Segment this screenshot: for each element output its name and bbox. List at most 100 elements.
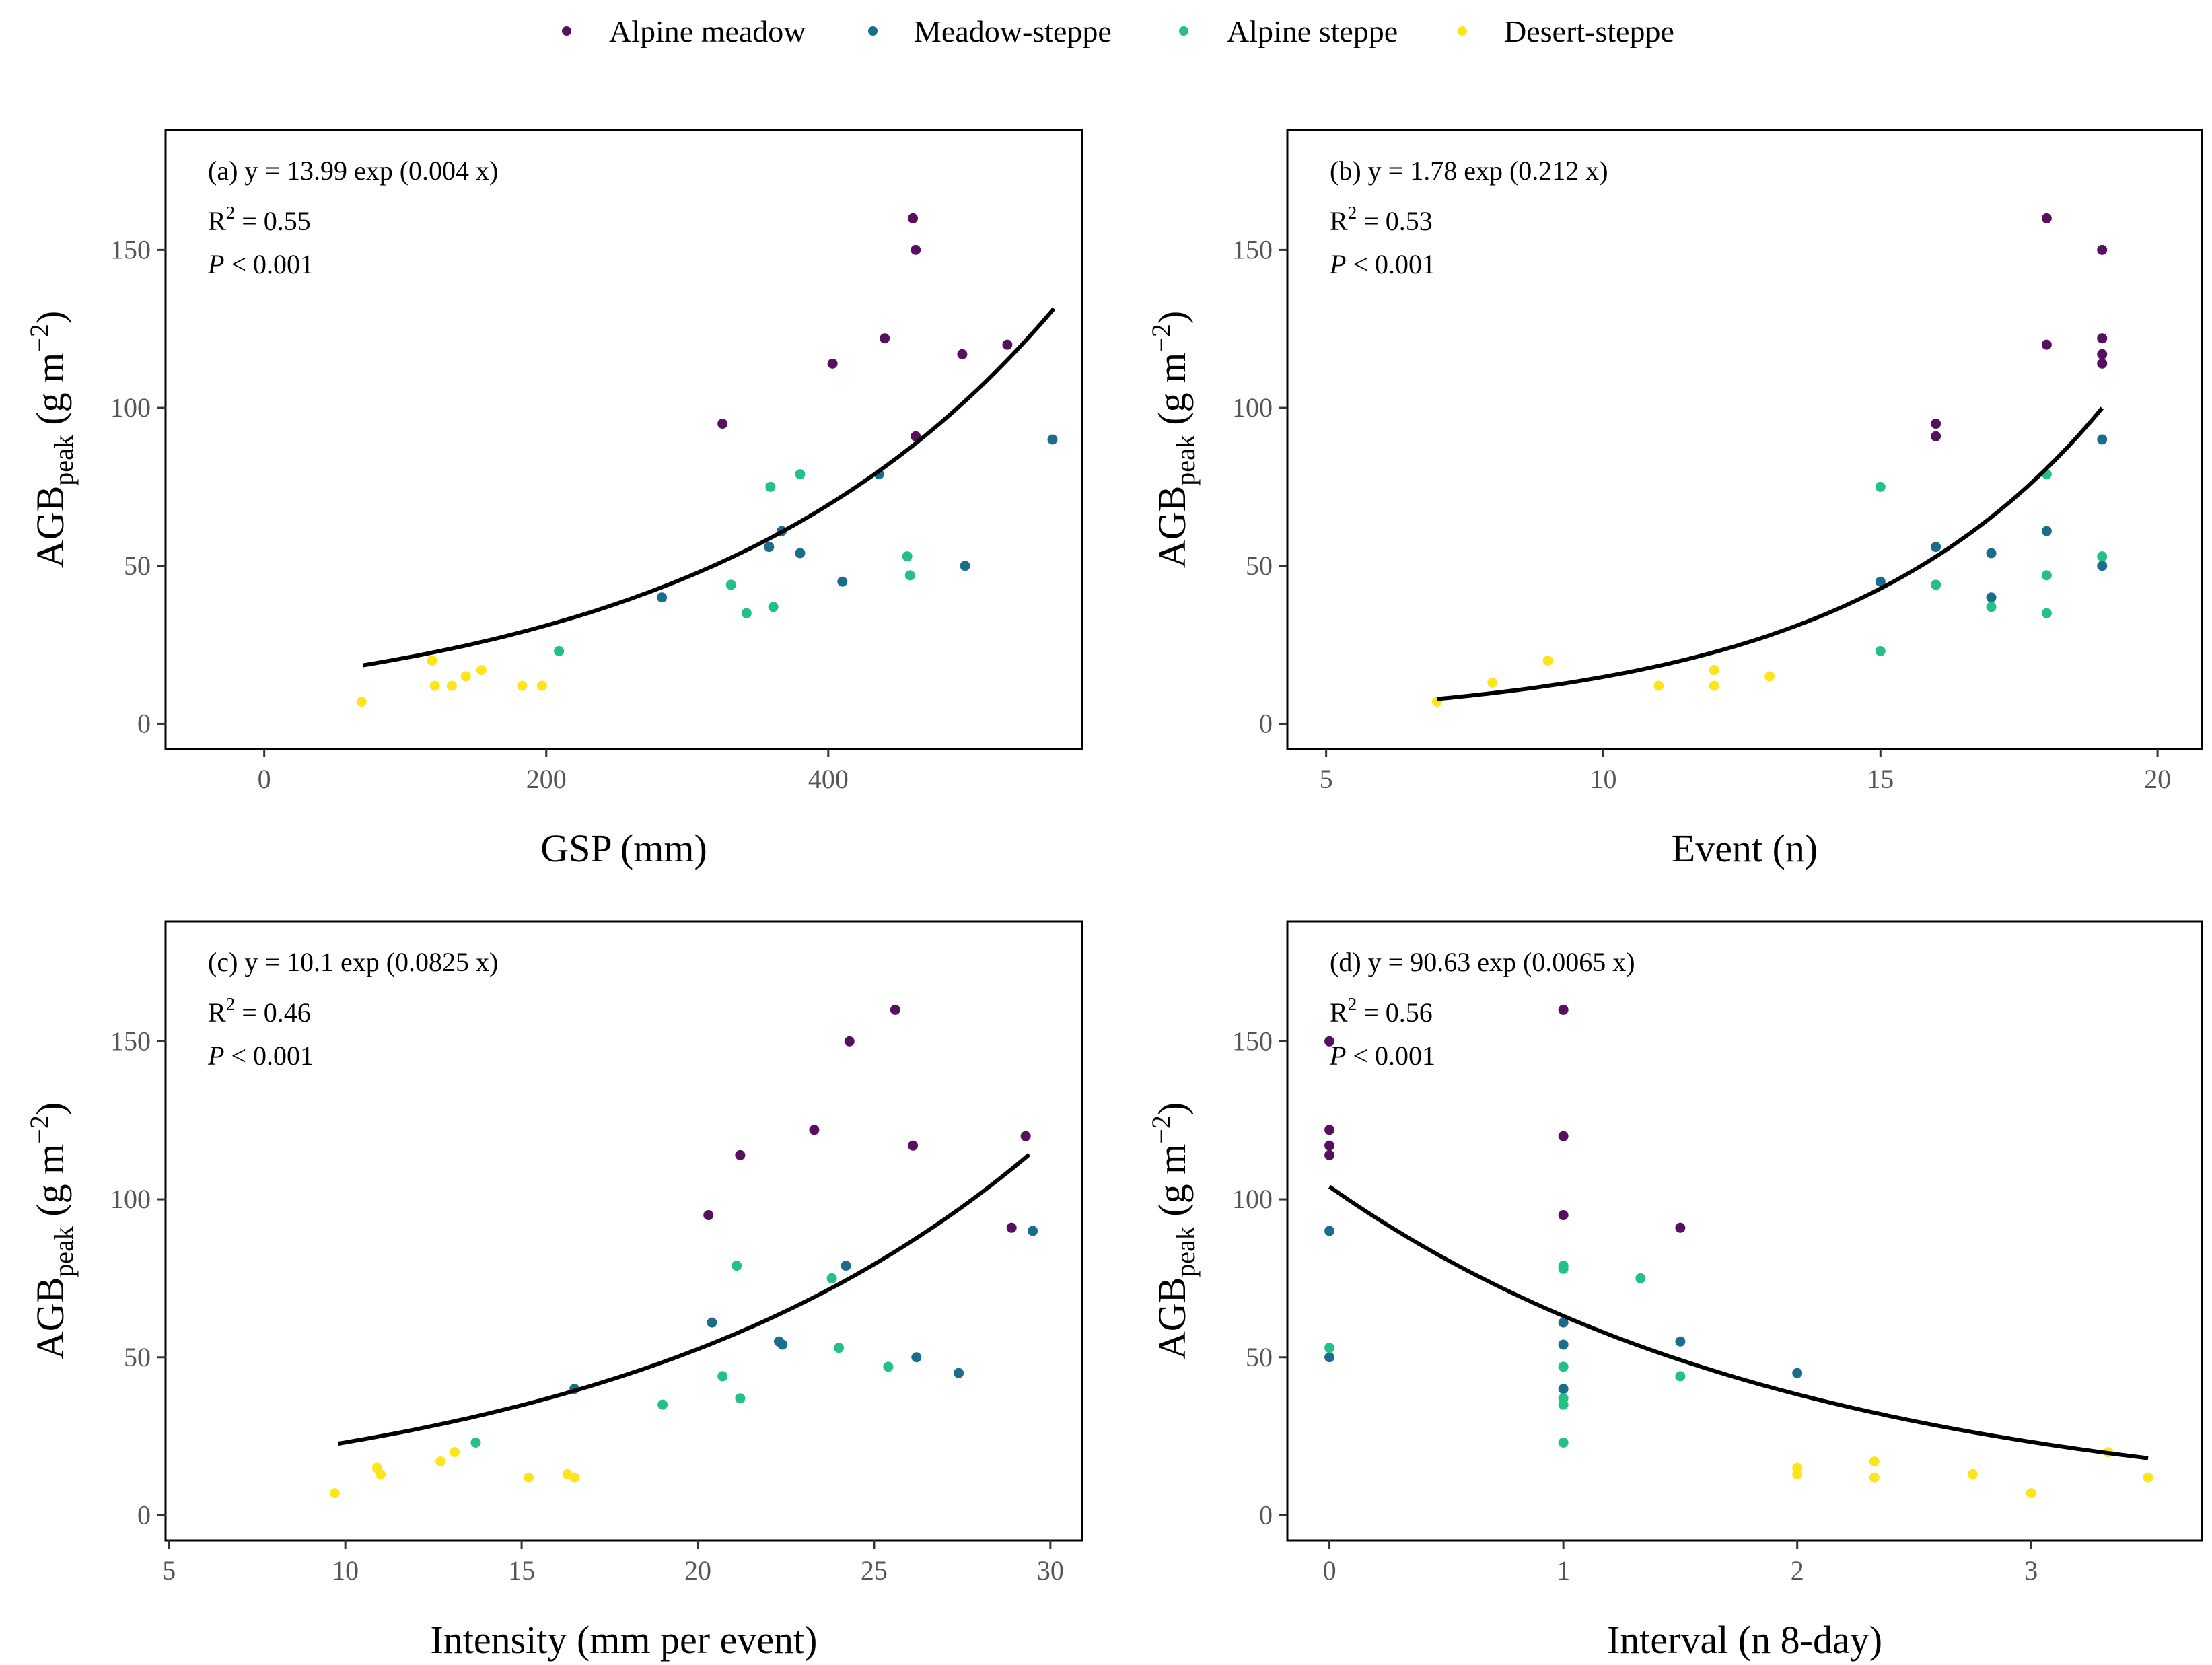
y-axis-title-main: AGB [1150,486,1194,568]
x-tick-label: 30 [1037,1555,1064,1586]
point-meadow-steppe [657,592,668,603]
y-axis-title-sub: peak [48,1226,79,1277]
x-tick-label: 5 [162,1555,176,1586]
point-alpine-steppe [795,469,806,480]
point-alpine-steppe [735,1393,746,1404]
y-tick-label: 50 [1246,551,1273,581]
point-desert-steppe [1764,671,1775,682]
point-alpine-meadow [1675,1222,1686,1233]
point-alpine-meadow [703,1210,714,1221]
p-value: < 0.001 [224,249,314,279]
p-value: < 0.001 [1346,249,1435,279]
equation-label: (a) y = 13.99 exp (0.004 x) [208,155,498,186]
point-alpine-steppe [904,570,915,581]
equation-label: (b) y = 1.78 exp (0.212 x) [1330,155,1608,186]
y-axis-title-sub: peak [1170,435,1201,486]
r-squared-value: = 0.53 [1357,206,1433,236]
y-axis-title: AGBpeak (g m−2) [24,311,79,568]
point-desert-steppe [1709,680,1719,691]
x-tick-label: 0 [258,764,271,794]
point-alpine-meadow [908,1140,919,1151]
point-desert-steppe [1542,656,1553,666]
point-alpine-steppe [1324,1343,1335,1353]
r-squared-superscript: 2 [1348,994,1357,1014]
y-axis-title-sup: −2 [1146,1115,1176,1144]
y-axis-title-close: ) [1150,311,1194,324]
point-desert-steppe [1487,677,1498,688]
x-tick-label: 5 [1320,764,1333,794]
legend-marker-desert-steppe [1458,26,1467,36]
x-tick-label: 200 [526,764,567,794]
y-tick-label: 150 [110,234,151,264]
point-meadow-steppe [1028,1226,1038,1236]
point-desert-steppe [329,1488,340,1499]
y-axis-title-sup: −2 [24,1115,55,1144]
point-alpine-meadow [2097,358,2108,369]
point-alpine-meadow [735,1149,746,1160]
point-desert-steppe [2026,1488,2036,1499]
r-squared-value: = 0.55 [235,206,311,236]
point-meadow-steppe [1675,1336,1686,1347]
x-tick-label: 15 [1867,764,1894,794]
y-axis-title-close: ) [28,311,72,324]
point-desert-steppe [1709,665,1719,676]
point-alpine-steppe [717,1371,728,1382]
point-alpine-meadow [1324,1140,1335,1151]
point-alpine-steppe [1986,602,1997,612]
point-desert-steppe [1967,1468,1978,1479]
r-squared-superscript: 2 [1348,203,1357,223]
plot-frame [164,129,1083,750]
r-squared-symbol: R [1330,997,1348,1028]
point-meadow-steppe [1324,1352,1335,1363]
x-tick-label: 20 [2144,764,2171,794]
point-meadow-steppe [1558,1317,1569,1328]
point-desert-steppe [569,1472,580,1483]
y-tick-label: 100 [1232,392,1273,423]
point-alpine-steppe [1558,1399,1569,1410]
point-alpine-meadow [1931,431,1941,441]
p-value-label: P < 0.001 [207,1040,314,1071]
point-alpine-meadow [1324,1036,1335,1047]
point-alpine-meadow [2097,349,2108,359]
point-alpine-meadow [1020,1131,1031,1141]
point-desert-steppe [2143,1472,2153,1483]
fit-curve [338,1153,1031,1446]
point-alpine-meadow [1324,1125,1335,1135]
r-squared-symbol: R [208,206,226,236]
y-tick-label: 0 [137,708,151,738]
point-alpine-steppe [826,1273,837,1283]
legend-label-desert-steppe: Desert-steppe [1504,14,1674,48]
legend: Alpine meadow Meadow-steppe Alpine steppe D… [562,14,1674,48]
y-axis-title: AGBpeak (g m−2) [24,1102,79,1359]
point-meadow-steppe [1931,542,1941,553]
point-meadow-steppe [795,548,806,559]
point-meadow-steppe [841,1261,851,1271]
point-alpine-steppe [1875,481,1886,492]
point-alpine-meadow [2097,333,2108,344]
point-desert-steppe [460,671,471,682]
p-value-label: P < 0.001 [1329,249,1435,279]
point-meadow-steppe [707,1317,717,1328]
legend-label-alpine-steppe: Alpine steppe [1227,14,1398,48]
point-meadow-steppe [764,542,775,553]
point-alpine-steppe [834,1343,845,1353]
x-axis-title: Interval (n 8-day) [1607,1618,1882,1662]
point-alpine-meadow [1002,339,1013,350]
point-alpine-steppe [1635,1273,1646,1283]
point-desert-steppe [517,680,528,691]
y-tick-label: 150 [110,1026,151,1056]
y-axis-title-sup: −2 [1146,324,1176,353]
fit-curve [362,307,1056,668]
point-meadow-steppe [1324,1226,1335,1236]
point-alpine-steppe [1931,579,1941,590]
point-meadow-steppe [1986,592,1997,603]
r-squared-label: R2 = 0.56 [1330,994,1433,1028]
y-tick-label: 50 [124,551,151,581]
point-desert-steppe [427,656,437,666]
point-alpine-meadow [957,349,968,359]
point-desert-steppe [1653,680,1664,691]
point-alpine-steppe [765,481,776,492]
x-tick-label: 10 [1590,764,1616,794]
point-alpine-steppe [2041,608,2052,618]
point-alpine-steppe [1558,1263,1569,1274]
